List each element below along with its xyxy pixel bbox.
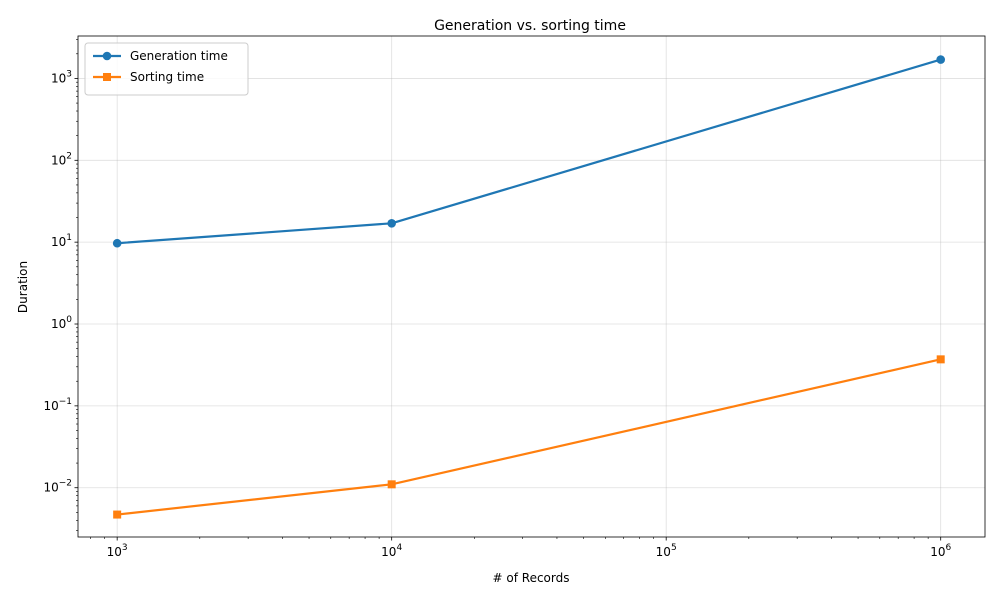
x-axis-ticks: 103 104 105 106 bbox=[107, 537, 951, 559]
x-tick-label: 106 bbox=[930, 543, 951, 559]
legend-marker-generation-time bbox=[102, 51, 112, 61]
chart-title: Generation vs. sorting time bbox=[434, 18, 626, 34]
y-tick-label: 10−2 bbox=[43, 479, 72, 495]
y-axis-ticks: 10−2 10−1 100 101 102 103 bbox=[43, 69, 78, 495]
y-tick-label: 102 bbox=[51, 151, 72, 167]
sorting-time-point bbox=[387, 480, 396, 489]
y-tick-label: 100 bbox=[51, 315, 72, 331]
x-tick-label: 104 bbox=[381, 543, 402, 559]
generation-time-point bbox=[936, 55, 946, 64]
legend: Generation time Sorting time bbox=[84, 42, 249, 96]
generation-time-point bbox=[112, 238, 122, 248]
legend-marker-sorting-time bbox=[103, 73, 111, 81]
legend-box bbox=[84, 42, 249, 96]
sorting-time-point bbox=[936, 355, 945, 364]
grid bbox=[78, 36, 985, 537]
y-axis-label: Duration bbox=[16, 261, 30, 313]
y-tick-label: 101 bbox=[51, 233, 72, 249]
generation-time-point bbox=[387, 218, 396, 228]
x-tick-label: 103 bbox=[107, 543, 128, 559]
x-axis-label: # of Records bbox=[493, 571, 570, 585]
legend-label-generation-time: Generation time bbox=[130, 49, 228, 63]
series-layer bbox=[112, 55, 946, 519]
plot-frame bbox=[77, 35, 986, 538]
y-tick-label: 103 bbox=[51, 69, 72, 85]
legend-label-sorting-time: Sorting time bbox=[130, 70, 204, 84]
x-tick-label: 105 bbox=[656, 543, 677, 559]
y-tick-label: 10−1 bbox=[43, 397, 72, 413]
sorting-time-point bbox=[113, 510, 122, 519]
